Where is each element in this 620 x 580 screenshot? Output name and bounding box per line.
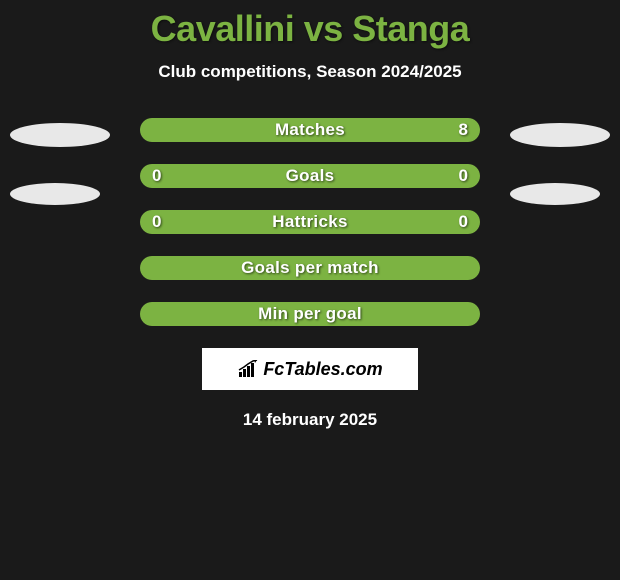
stat-row-hattricks: 0 Hattricks 0 <box>140 210 480 234</box>
stat-row-goals-per-match: Goals per match <box>140 256 480 280</box>
stat-row-min-per-goal: Min per goal <box>140 302 480 326</box>
player-ellipse-icon <box>10 183 100 205</box>
main-container: Cavallini vs Stanga Club competitions, S… <box>0 0 620 430</box>
right-player-icons <box>510 118 610 205</box>
stat-label: Min per goal <box>258 304 362 324</box>
stat-value-right: 0 <box>459 212 468 232</box>
stat-value-right: 8 <box>459 120 468 140</box>
player-ellipse-icon <box>10 123 110 147</box>
stats-rows: Matches 8 0 Goals 0 0 Hattricks 0 Goals … <box>140 118 480 326</box>
stat-label: Goals per match <box>241 258 379 278</box>
left-player-icons <box>10 118 110 205</box>
stat-value-left: 0 <box>152 212 161 232</box>
stat-row-matches: Matches 8 <box>140 118 480 142</box>
chart-icon <box>237 360 259 378</box>
stat-label: Hattricks <box>272 212 347 232</box>
stat-label: Goals <box>286 166 335 186</box>
stat-value-left: 0 <box>152 166 161 186</box>
fctables-logo: FcTables.com <box>202 348 418 390</box>
stat-row-goals: 0 Goals 0 <box>140 164 480 188</box>
player-ellipse-icon <box>510 123 610 147</box>
page-subtitle: Club competitions, Season 2024/2025 <box>158 62 461 82</box>
player-ellipse-icon <box>510 183 600 205</box>
logo-text: FcTables.com <box>263 359 382 380</box>
stat-value-right: 0 <box>459 166 468 186</box>
footer-date: 14 february 2025 <box>243 410 377 430</box>
stats-section: Matches 8 0 Goals 0 0 Hattricks 0 Goals … <box>0 118 620 326</box>
page-title: Cavallini vs Stanga <box>151 8 470 50</box>
stat-label: Matches <box>275 120 345 140</box>
